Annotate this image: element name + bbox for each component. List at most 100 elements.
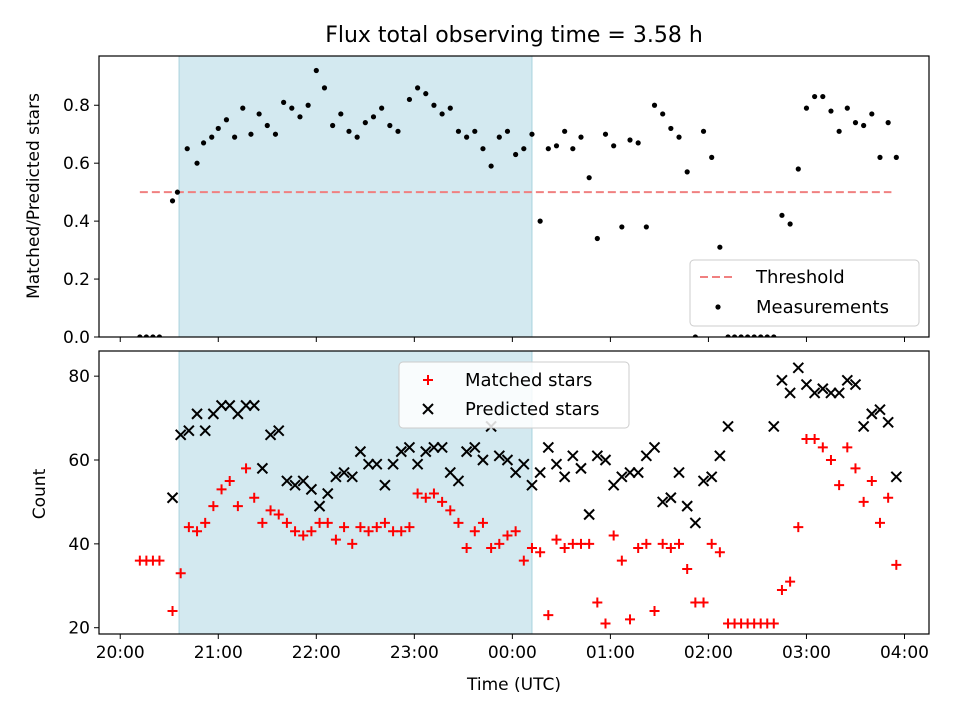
data-point [191,408,203,420]
data-point [272,131,279,137]
data-point [477,517,488,528]
data-point [216,484,227,495]
data-point [223,117,230,123]
data-point [545,146,551,152]
data-point [330,534,341,545]
data-point [809,434,820,445]
data-point [431,102,437,108]
data-point [787,221,793,227]
data-point [673,466,685,479]
data-point [510,526,521,537]
data-point [586,175,592,181]
data-point [379,479,391,491]
data-point [660,111,666,117]
data-point [803,105,810,111]
plot-area [134,362,903,629]
data-point [665,492,677,504]
data-point [866,408,878,420]
x-tick-label: 21:00 [194,643,243,663]
data-point [558,471,571,483]
legend-predicted-swatch [422,403,434,415]
data-point [543,610,554,621]
data-point [709,154,715,160]
data-point [469,441,481,454]
data-point [215,399,228,412]
data-point [200,140,207,146]
x-tick-label: 02:00 [684,643,733,663]
data-point [346,471,358,483]
data-point [518,458,530,470]
data-point [313,67,319,74]
data-point [184,146,190,152]
legend-matched-swatch [423,375,433,385]
data-point [453,517,464,528]
data-point [420,445,432,458]
data-point [745,334,751,337]
data-point [338,466,350,479]
legend-predicted-label: Predicted stars [465,399,599,420]
x-tick-label: 20:00 [96,643,145,663]
data-point [461,543,472,554]
data-point [849,378,862,391]
data-point [518,555,529,566]
top-y-axis-label: Matched/Predicted stars [24,93,44,299]
data-point [857,420,870,433]
axes-frame [98,55,930,338]
data-point [665,543,676,554]
data-point [289,479,301,491]
data-point [313,500,326,512]
data-point [387,458,399,470]
data-point [559,543,570,554]
data-point [169,198,176,204]
data-point [143,334,149,337]
data-point [866,475,877,486]
data-point [420,492,431,503]
data-point [322,487,334,500]
data-point [362,458,375,470]
data-point [668,125,674,132]
data-point [460,445,473,458]
x-tick-label: 22:00 [292,643,341,663]
data-point [281,517,292,528]
data-point [599,454,612,466]
data-point [199,424,211,437]
data-point [551,534,562,545]
data-point [758,334,764,337]
data-point [403,441,416,454]
y-tick-label: 0.2 [63,270,90,290]
legend: Threshold Measurements [689,259,920,327]
data-point [714,450,726,462]
data-point [501,454,514,466]
data-point [817,442,828,453]
data-point [570,146,576,152]
data-point [406,96,413,103]
data-point [290,526,301,537]
data-point [717,244,723,250]
data-point [166,492,179,504]
x-axis-label: Time (UTC) [466,675,561,695]
data-point [224,475,235,486]
data-point [785,576,796,587]
data-point [346,128,352,134]
data-point [890,471,903,483]
plot-area [137,67,899,337]
data-point [156,334,163,337]
data-point [850,463,861,474]
series-measurements [137,67,899,337]
data-point [648,441,661,454]
data-point [625,614,636,625]
data-point [215,125,221,132]
x-tick-label: 00:00 [488,643,537,663]
data-point [452,475,465,487]
data-point [477,454,489,466]
data-point [322,517,333,528]
axes-frame [98,350,930,635]
data-point [619,224,625,230]
data-point [354,134,360,140]
data-point [183,424,195,437]
data-point [137,334,143,337]
legend-measurements-label: Measurements [756,297,889,318]
data-point [297,114,303,120]
data-point [632,466,644,479]
data-point [455,128,462,134]
